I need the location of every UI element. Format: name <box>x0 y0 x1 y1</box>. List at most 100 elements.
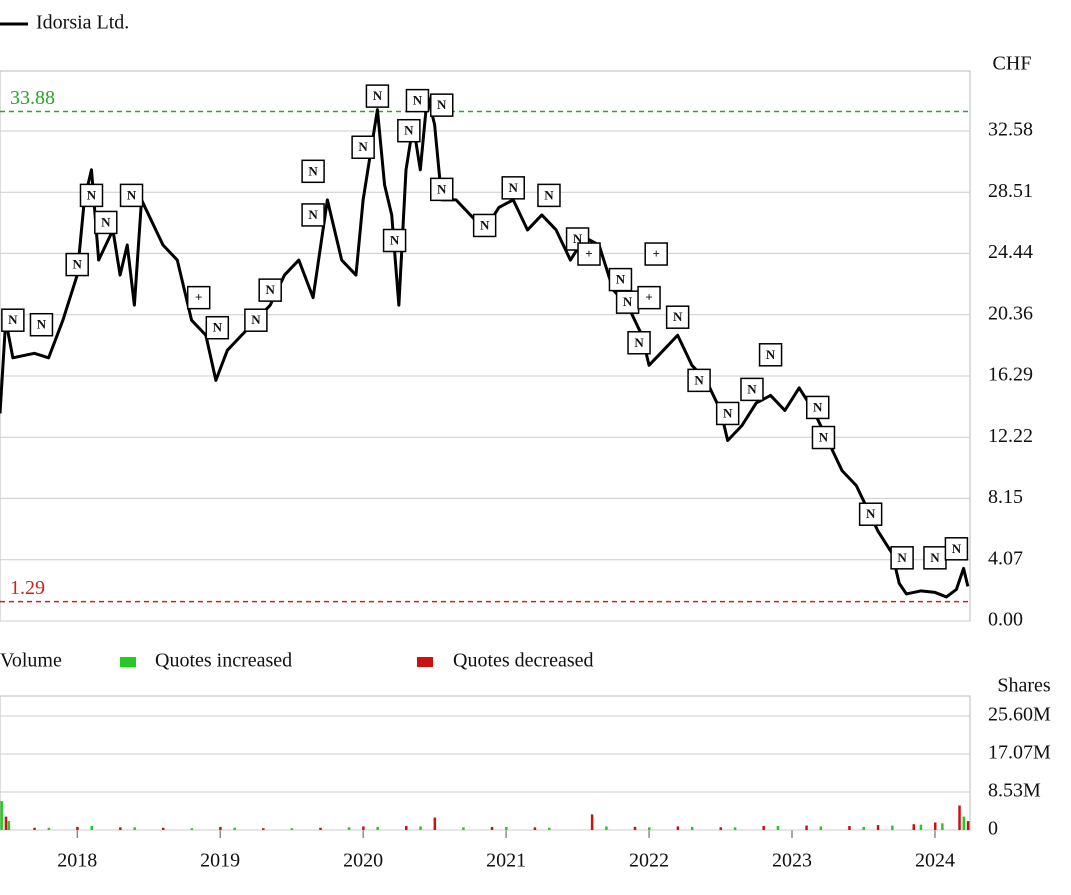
volume-bar <box>805 825 808 830</box>
volume-bar <box>912 824 916 830</box>
news-marker: N <box>608 267 633 292</box>
news-marker: N <box>537 183 561 208</box>
news-box <box>430 177 454 202</box>
y-tick-label: 0 <box>988 818 998 840</box>
volume-bar <box>219 826 222 830</box>
news-label: + <box>645 290 652 305</box>
volume-bar <box>966 821 970 830</box>
y-tick-label: 17.07M <box>988 742 1051 764</box>
news-marker: N <box>715 401 740 426</box>
news-label: + <box>585 246 592 261</box>
volume-bar <box>119 827 122 830</box>
news-marker: N <box>890 546 914 570</box>
news-label: N <box>213 320 223 335</box>
volume-bar <box>0 801 3 830</box>
news-label: N <box>101 214 111 229</box>
volume-bar <box>7 821 11 830</box>
news-marker: N <box>351 135 375 160</box>
price-line <box>0 93 970 599</box>
news-label: + <box>195 290 202 305</box>
volume-bar <box>462 827 465 830</box>
news-marker: N <box>94 210 118 235</box>
news-marker: N <box>811 425 836 450</box>
news-label: N <box>437 181 447 196</box>
news-marker: N <box>301 203 325 227</box>
news-marker: N <box>405 88 430 113</box>
news-label: N <box>544 187 554 202</box>
news-marker: N <box>430 177 454 202</box>
volume-bar <box>490 826 494 830</box>
x-tick-label: 2024 <box>915 850 955 872</box>
volume-bar <box>47 827 51 830</box>
news-label: N <box>897 550 907 565</box>
news-box <box>205 315 230 340</box>
news-box <box>890 546 914 570</box>
news-label: N <box>930 550 940 565</box>
volume-bar <box>605 826 608 830</box>
volume-bar <box>941 823 944 830</box>
news-label: N <box>8 312 18 327</box>
legend-swatch <box>417 657 433 667</box>
x-tick-label: 2019 <box>200 850 240 872</box>
news-label: N <box>509 180 519 195</box>
news-label: N <box>127 187 137 202</box>
y-axis-label: Shares <box>997 675 1051 697</box>
y-tick-label: 4.07 <box>988 547 1023 569</box>
volume-bar <box>33 827 36 830</box>
news-label: N <box>634 335 644 350</box>
news-box <box>186 285 211 310</box>
plot-area <box>0 70 971 622</box>
news-label: N <box>694 372 704 387</box>
news-box <box>94 210 118 235</box>
volume-bar <box>290 828 294 830</box>
news-marker: N <box>501 176 525 200</box>
volume-bar <box>319 827 322 830</box>
news-label: N <box>623 294 633 309</box>
volume-bar <box>891 825 894 830</box>
news-label: N <box>813 399 823 414</box>
volume-bar <box>862 826 865 830</box>
volume-bar <box>161 827 165 830</box>
volume-bar <box>876 825 880 830</box>
x-tick-label: 2021 <box>486 850 526 872</box>
volume-bar <box>958 805 961 830</box>
legend-label: Quotes decreased <box>453 650 594 672</box>
news-label: N <box>437 97 447 112</box>
news-label: N <box>480 217 490 232</box>
news-box <box>715 401 740 426</box>
news-label: N <box>266 282 276 297</box>
news-label: N <box>723 405 733 420</box>
volume-bar <box>76 826 79 830</box>
news-label: N <box>87 187 97 202</box>
volume-bar <box>533 827 537 830</box>
volume-bar <box>933 822 937 830</box>
news-box <box>258 278 282 302</box>
volume-bar <box>547 827 551 830</box>
news-label: N <box>766 347 776 362</box>
news-label: N <box>819 430 829 445</box>
news-box <box>577 242 601 266</box>
x-tick-label: 2020 <box>343 850 383 872</box>
volume-bar <box>362 826 365 830</box>
news-marker: N <box>615 290 640 314</box>
news-box <box>430 93 454 117</box>
news-label: N <box>308 163 318 178</box>
news-label: N <box>673 309 683 324</box>
news-box <box>79 183 104 208</box>
news-label: N <box>73 257 83 272</box>
volume-bar <box>919 824 923 830</box>
news-box <box>1 308 25 332</box>
news-label: N <box>866 506 876 521</box>
legend-swatch <box>120 657 136 667</box>
volume-bar <box>262 828 265 830</box>
volume-bar <box>633 826 637 830</box>
reference-label: 1.29 <box>10 577 45 599</box>
volume-bar <box>90 825 93 830</box>
volume-bar <box>776 825 780 830</box>
volume-bar <box>133 827 136 830</box>
volume-bar <box>505 826 508 830</box>
y-tick-label: 8.53M <box>988 780 1041 802</box>
legend-label: Quotes increased <box>155 650 292 672</box>
news-label: N <box>404 123 414 138</box>
